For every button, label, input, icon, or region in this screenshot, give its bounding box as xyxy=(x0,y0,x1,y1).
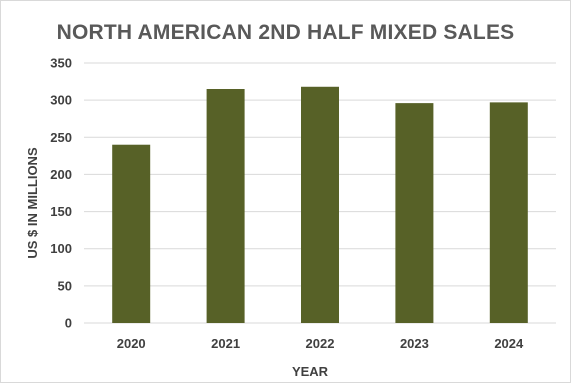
y-tick-label: 300 xyxy=(50,93,72,108)
chart-title: NORTH AMERICAN 2ND HALF MIXED SALES xyxy=(56,21,515,44)
x-tick-label: 2024 xyxy=(494,336,524,351)
bars xyxy=(112,86,528,324)
y-tick-label: 50 xyxy=(58,278,72,293)
bar-2024 xyxy=(489,102,528,323)
x-tick-label: 2022 xyxy=(306,336,335,351)
y-tick-label: 350 xyxy=(50,56,72,71)
y-tick-label: 200 xyxy=(50,167,72,182)
x-axis-title: YEAR xyxy=(292,364,329,379)
y-tick-label: 150 xyxy=(50,204,72,219)
bar-2023 xyxy=(395,103,434,323)
y-tick-labels: 0 50 100 150 200 250 300 350 xyxy=(50,56,72,331)
y-tick-label: 100 xyxy=(50,241,72,256)
y-tick-label: 0 xyxy=(65,316,72,331)
bar-2022 xyxy=(301,86,339,324)
x-tick-label: 2023 xyxy=(400,336,429,351)
y-tick-label: 250 xyxy=(50,130,72,145)
x-tick-label: 2021 xyxy=(211,336,240,351)
x-tick-labels: 2020 2021 2022 2023 2024 xyxy=(117,336,524,351)
bar-2021 xyxy=(206,89,245,323)
bar-2020 xyxy=(112,144,151,323)
x-tick-label: 2020 xyxy=(117,336,146,351)
y-axis-title: US $ IN MILLIONS xyxy=(25,147,40,259)
